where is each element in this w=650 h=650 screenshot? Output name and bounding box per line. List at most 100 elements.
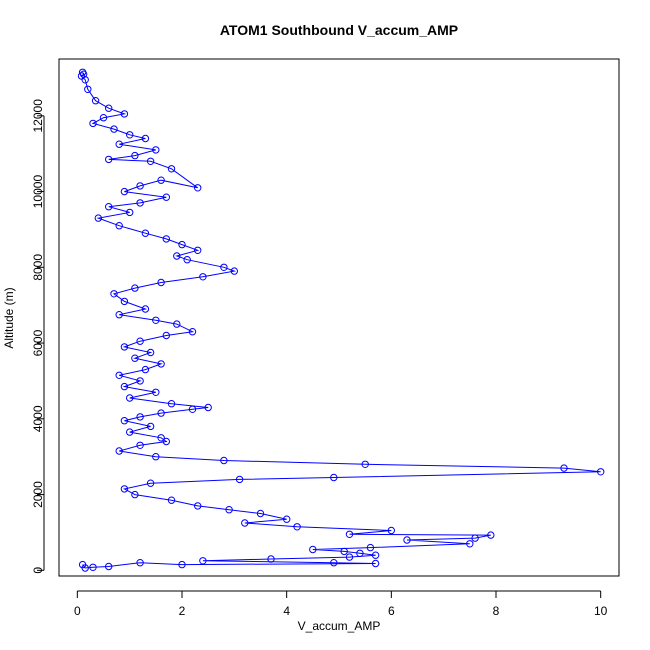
series-line — [80, 72, 601, 569]
data-point — [136, 559, 144, 567]
data-point — [283, 515, 291, 523]
data-point — [146, 157, 155, 166]
data-point — [115, 311, 123, 319]
data-point — [120, 187, 129, 196]
data-point — [157, 360, 165, 368]
chart-title: ATOM1 Southbound V_accum_AMP — [220, 22, 458, 38]
data-point — [345, 553, 354, 561]
data-point — [241, 519, 249, 527]
data-point — [136, 182, 144, 190]
plot-frame — [58, 58, 620, 577]
data-point — [597, 468, 605, 476]
data-point — [309, 545, 317, 554]
data-point — [115, 140, 123, 148]
data-point — [162, 331, 171, 340]
data-point — [120, 485, 129, 493]
series-layer — [77, 68, 605, 572]
data-point — [167, 496, 176, 504]
data-point — [131, 284, 139, 292]
data-point — [94, 214, 103, 222]
x-tick-label: 0 — [74, 604, 81, 618]
data-point — [173, 320, 181, 328]
data-point — [146, 422, 155, 431]
data-point — [340, 547, 348, 556]
data-point — [220, 263, 228, 271]
data-point — [141, 229, 150, 237]
data-point — [136, 377, 144, 385]
data-point — [78, 560, 87, 569]
data-point — [131, 151, 139, 160]
data-point — [371, 551, 380, 559]
data-point — [157, 409, 165, 417]
data-point — [141, 365, 150, 374]
data-point — [173, 252, 181, 260]
y-axis-label: Altitude (m) — [2, 287, 16, 348]
data-point — [220, 456, 228, 465]
data-point — [136, 441, 144, 449]
data-point — [120, 110, 129, 118]
data-point — [152, 146, 160, 154]
data-point — [157, 434, 165, 442]
x-tick-label: 2 — [179, 604, 186, 618]
data-point — [194, 184, 202, 192]
data-point — [293, 523, 301, 531]
data-point — [126, 208, 134, 217]
data-point — [267, 555, 275, 563]
data-point — [178, 560, 186, 569]
data-point — [120, 382, 129, 391]
data-point — [361, 460, 369, 468]
data-point — [105, 155, 113, 164]
data-point — [199, 557, 207, 565]
data-point — [188, 405, 197, 413]
data-point — [110, 125, 118, 133]
data-point — [131, 354, 139, 362]
data-point — [230, 267, 239, 275]
data-point — [81, 76, 89, 84]
data-point — [188, 328, 197, 336]
data-point — [105, 562, 113, 571]
data-point — [157, 278, 165, 287]
data-point — [89, 563, 97, 571]
data-point — [110, 290, 118, 298]
data-point — [141, 134, 150, 143]
data-point — [152, 388, 160, 396]
data-point — [99, 114, 108, 122]
data-point — [167, 165, 176, 173]
data-point — [126, 394, 134, 402]
data-point — [115, 371, 123, 379]
data-point — [157, 176, 165, 184]
x-tick-label: 8 — [493, 604, 500, 618]
data-point — [120, 297, 129, 306]
data-point — [105, 203, 113, 211]
data-point — [225, 506, 233, 514]
y-tick-label: 12000 — [31, 99, 45, 133]
data-point — [256, 509, 265, 518]
data-point — [126, 131, 134, 139]
x-tick-label: 6 — [388, 604, 395, 618]
data-point — [366, 543, 375, 552]
data-point — [136, 337, 144, 345]
x-tick-label: 10 — [594, 604, 608, 618]
data-point — [235, 475, 244, 484]
x-tick-label: 4 — [283, 604, 290, 618]
data-point — [387, 526, 395, 535]
data-point — [167, 400, 176, 408]
data-point — [183, 256, 191, 264]
data-point — [115, 447, 123, 455]
y-axis: 0 2000 4000 6000 8000 10000 12000 — [31, 99, 45, 574]
y-tick-label: 8000 — [31, 254, 45, 281]
data-point — [487, 531, 495, 539]
data-point — [204, 403, 212, 412]
data-point — [136, 413, 144, 421]
data-point — [115, 222, 123, 230]
data-point — [120, 417, 129, 425]
data-point — [466, 540, 474, 548]
y-tick-label: 2000 — [31, 481, 45, 508]
data-point — [162, 437, 171, 446]
data-point — [131, 490, 139, 499]
data-point — [330, 559, 338, 567]
data-point — [199, 273, 207, 281]
data-point — [471, 534, 479, 542]
data-point — [194, 502, 202, 510]
data-point — [356, 549, 364, 557]
